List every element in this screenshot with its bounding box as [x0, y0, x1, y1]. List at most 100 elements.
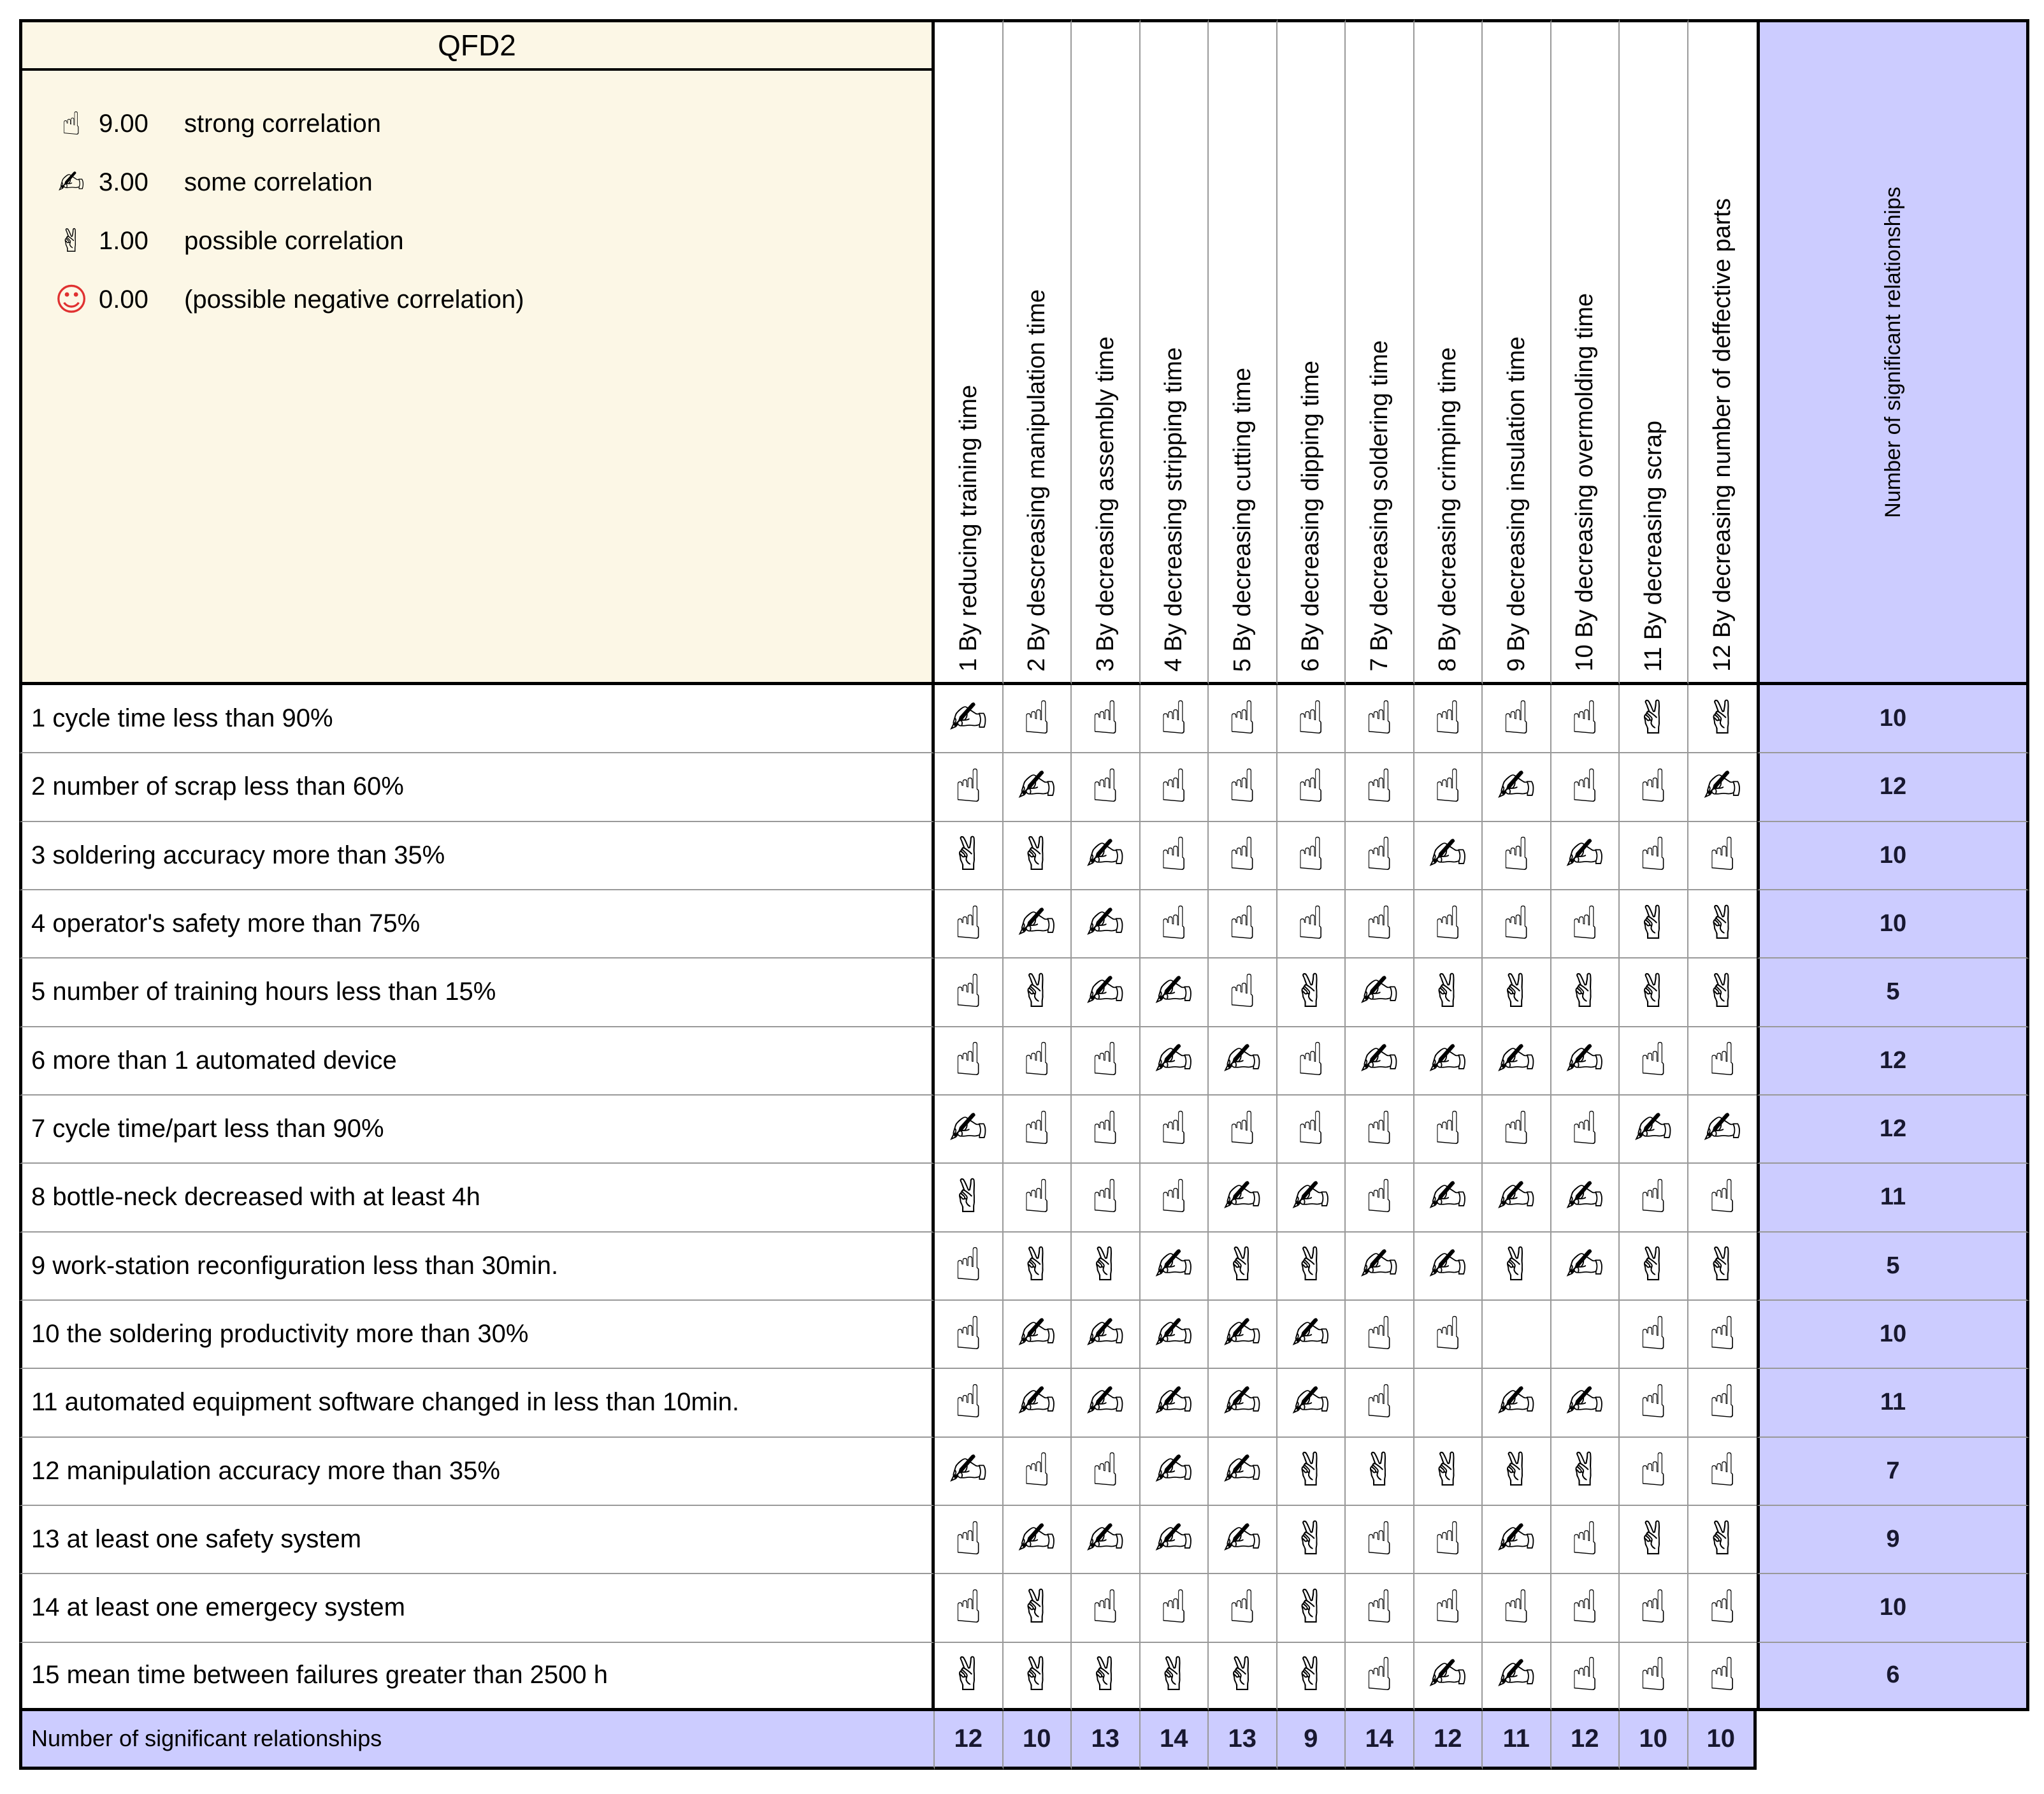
correlation-cell[interactable]: ☝ [1346, 753, 1414, 822]
correlation-cell[interactable]: ✌ [1483, 1437, 1551, 1506]
correlation-cell[interactable]: ✍ [1140, 1232, 1209, 1301]
correlation-cell[interactable]: ✍ [935, 1095, 1004, 1164]
correlation-cell[interactable]: ☝ [1072, 753, 1141, 822]
correlation-cell[interactable]: ✍ [1209, 1437, 1278, 1506]
correlation-cell[interactable]: ✌ [1003, 958, 1072, 1027]
correlation-cell[interactable]: ☝ [1072, 1095, 1141, 1164]
correlation-cell[interactable]: ☝ [1209, 1574, 1278, 1643]
correlation-cell[interactable]: ☝ [1072, 685, 1141, 754]
correlation-cell[interactable]: ☝ [1551, 685, 1620, 754]
correlation-cell[interactable]: ☝ [1140, 1574, 1209, 1643]
correlation-cell[interactable]: ☝ [1277, 890, 1346, 959]
correlation-cell[interactable]: ☝ [1277, 1095, 1346, 1164]
correlation-cell[interactable]: ☝ [1140, 1095, 1209, 1164]
correlation-cell[interactable]: ☝ [1414, 1574, 1483, 1643]
correlation-cell[interactable]: ☝ [1277, 753, 1346, 822]
correlation-cell[interactable]: ✍ [1277, 1164, 1346, 1233]
correlation-cell[interactable]: ☝ [1346, 1164, 1414, 1233]
correlation-cell[interactable]: ☝ [1072, 1437, 1141, 1506]
correlation-cell[interactable]: ✍ [1688, 1095, 1757, 1164]
correlation-cell[interactable]: ✍ [1209, 1505, 1278, 1575]
correlation-cell[interactable]: ☝ [1209, 753, 1278, 822]
correlation-cell[interactable]: ☝ [1003, 1095, 1072, 1164]
correlation-cell[interactable]: ☝ [1346, 1300, 1414, 1370]
correlation-cell[interactable]: ✌ [1277, 1574, 1346, 1643]
correlation-cell[interactable]: ☝ [1551, 890, 1620, 959]
correlation-cell[interactable]: ✌ [1483, 958, 1551, 1027]
correlation-cell[interactable]: ✍ [1277, 1369, 1346, 1438]
correlation-cell[interactable]: ☝ [1483, 890, 1551, 959]
correlation-cell[interactable]: ☝ [1277, 821, 1346, 890]
correlation-cell[interactable]: ✍ [1277, 1300, 1346, 1370]
correlation-cell[interactable]: ✍ [1414, 1164, 1483, 1233]
correlation-cell[interactable]: ✍ [1414, 1642, 1483, 1711]
correlation-cell[interactable]: ☝ [1003, 1437, 1072, 1506]
correlation-cell[interactable]: ✍ [1551, 1164, 1620, 1233]
correlation-cell[interactable]: ☝ [935, 1574, 1004, 1643]
correlation-cell[interactable]: ✌ [1277, 1232, 1346, 1301]
correlation-cell[interactable]: ☝ [1688, 1369, 1757, 1438]
correlation-cell[interactable]: ☝ [1346, 1505, 1414, 1575]
correlation-cell[interactable]: ✌ [1277, 1642, 1346, 1711]
correlation-cell[interactable]: ✍ [935, 1437, 1004, 1506]
correlation-cell[interactable]: ✍ [1072, 890, 1141, 959]
correlation-cell[interactable]: ☝ [1140, 821, 1209, 890]
correlation-cell[interactable]: ✌ [1620, 1505, 1688, 1575]
correlation-cell[interactable]: ☝ [935, 890, 1004, 959]
correlation-cell[interactable]: ✌ [1346, 1437, 1414, 1506]
correlation-cell[interactable]: ☝ [1346, 821, 1414, 890]
correlation-cell[interactable]: ✍ [1620, 1095, 1688, 1164]
correlation-cell[interactable]: ☝ [1072, 1574, 1141, 1643]
correlation-cell[interactable]: ☝ [1346, 1369, 1414, 1438]
correlation-cell[interactable]: ✍ [1551, 1369, 1620, 1438]
correlation-cell[interactable]: ✌ [1688, 890, 1757, 959]
correlation-cell[interactable]: ☝ [1688, 1027, 1757, 1096]
correlation-cell[interactable]: ✌ [1003, 821, 1072, 890]
correlation-cell[interactable]: ☝ [1140, 753, 1209, 822]
correlation-cell[interactable]: ☝ [1414, 753, 1483, 822]
correlation-cell[interactable]: ☝ [1483, 821, 1551, 890]
correlation-cell[interactable]: ✍ [1072, 1505, 1141, 1575]
correlation-cell[interactable]: ✍ [1003, 1505, 1072, 1575]
correlation-cell[interactable]: ☝ [1483, 1574, 1551, 1643]
correlation-cell[interactable]: ✌ [1003, 1232, 1072, 1301]
correlation-cell[interactable]: ✍ [1346, 1232, 1414, 1301]
correlation-cell[interactable]: ☝ [935, 958, 1004, 1027]
correlation-cell[interactable]: ✌ [1003, 1642, 1072, 1711]
correlation-cell[interactable]: ☝ [1277, 1027, 1346, 1096]
correlation-cell[interactable]: ✍ [1140, 1437, 1209, 1506]
correlation-cell[interactable]: ✍ [1209, 1300, 1278, 1370]
correlation-cell[interactable]: ✌ [1072, 1642, 1141, 1711]
correlation-cell[interactable]: ✍ [1140, 1300, 1209, 1370]
correlation-cell[interactable]: ✌ [1072, 1232, 1141, 1301]
correlation-cell[interactable]: ☝ [1620, 1300, 1688, 1370]
correlation-cell[interactable]: ✍ [1483, 1642, 1551, 1711]
correlation-cell[interactable]: ✌ [935, 821, 1004, 890]
correlation-cell[interactable]: ☝ [1140, 890, 1209, 959]
correlation-cell[interactable]: ✍ [1346, 1027, 1414, 1096]
correlation-cell[interactable]: ✍ [1003, 890, 1072, 959]
correlation-cell[interactable]: ☝ [1414, 1505, 1483, 1575]
correlation-cell[interactable]: ✌ [1209, 1232, 1278, 1301]
correlation-cell[interactable]: ✍ [1072, 958, 1141, 1027]
correlation-cell[interactable]: ☝ [935, 1027, 1004, 1096]
correlation-cell[interactable]: ☝ [1346, 1574, 1414, 1643]
correlation-cell[interactable]: ✌ [1209, 1642, 1278, 1711]
correlation-cell[interactable]: ✌ [1277, 1437, 1346, 1506]
correlation-cell[interactable]: ✌ [1688, 1232, 1757, 1301]
correlation-cell[interactable]: ☝ [1688, 821, 1757, 890]
correlation-cell[interactable]: ☝ [1483, 1095, 1551, 1164]
correlation-cell[interactable]: ☝ [1620, 753, 1688, 822]
correlation-cell[interactable]: ☝ [1140, 1164, 1209, 1233]
correlation-cell[interactable]: ✌ [935, 1164, 1004, 1233]
correlation-cell[interactable]: ☝ [1140, 685, 1209, 754]
correlation-cell[interactable]: ☝ [1003, 1164, 1072, 1233]
correlation-cell[interactable]: ☝ [1209, 685, 1278, 754]
correlation-cell[interactable]: ☝ [1688, 1642, 1757, 1711]
correlation-cell[interactable]: ✍ [1209, 1369, 1278, 1438]
correlation-cell[interactable]: ☝ [1620, 1437, 1688, 1506]
correlation-cell[interactable]: ☝ [1551, 1642, 1620, 1711]
correlation-cell[interactable]: ✌ [1551, 958, 1620, 1027]
correlation-cell[interactable]: ☝ [935, 1300, 1004, 1370]
correlation-cell[interactable]: ✌ [1140, 1642, 1209, 1711]
